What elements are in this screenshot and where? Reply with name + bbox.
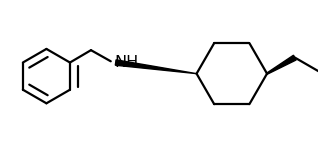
Polygon shape: [115, 60, 197, 74]
Text: NH: NH: [115, 55, 139, 70]
Polygon shape: [267, 55, 296, 74]
